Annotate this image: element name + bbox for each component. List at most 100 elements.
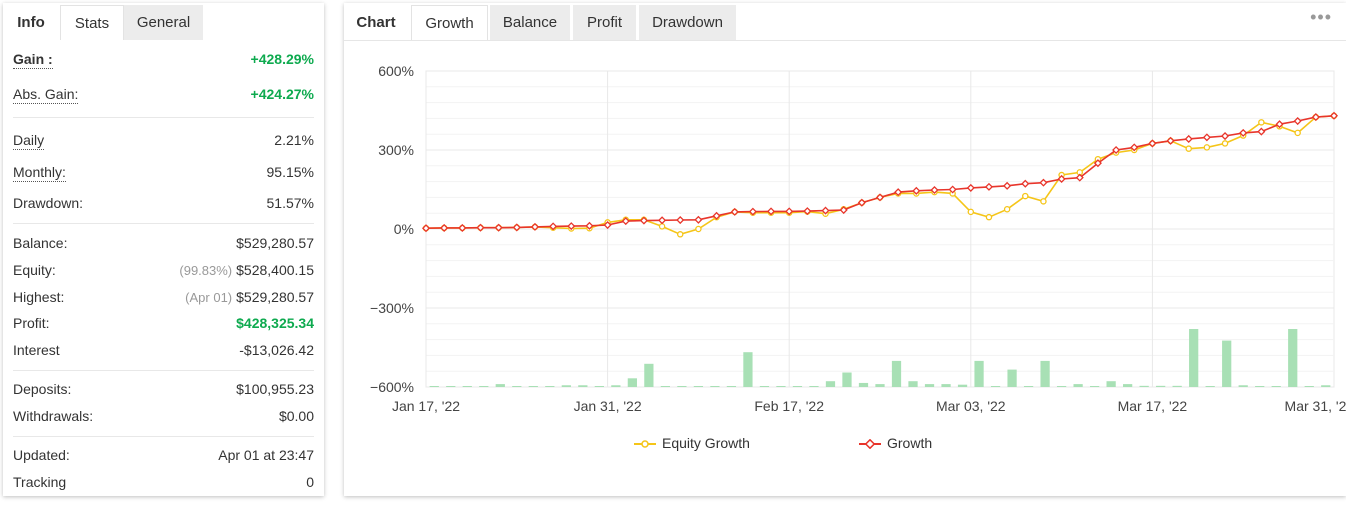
y-tick-label: −600% (370, 379, 414, 395)
daily-gain-bar (446, 386, 456, 387)
daily-gain-bar (693, 386, 704, 387)
daily-gain-bar (726, 386, 737, 387)
deposits-row: Deposits: $100,955.23 (13, 377, 314, 401)
legend-equity-label: Equity Growth (662, 435, 750, 451)
legend-equity-growth[interactable]: Equity Growth (634, 435, 750, 451)
growth-point (730, 207, 739, 216)
growth-point (857, 198, 866, 207)
growth-point (1003, 181, 1012, 190)
daily-gain-bar (611, 385, 621, 387)
daily-gain-bar (1040, 360, 1050, 387)
tab-balance[interactable]: Balance (490, 5, 570, 40)
tab-stats[interactable]: Stats (60, 5, 124, 40)
equity-row: Equity: (99.83%) $528,400.15 (13, 258, 314, 282)
daily-gain-bar (809, 386, 819, 387)
daily-gain-bar (776, 386, 786, 387)
withdrawals-label: Withdrawals: (13, 408, 94, 424)
daily-gain-bar (792, 386, 803, 387)
daily-gain-bar (858, 382, 869, 387)
daily-gain-bar (479, 386, 489, 387)
monthly-row: Monthly: 95.15% (13, 160, 314, 184)
growth-point (821, 206, 830, 215)
daily-gain-bar (677, 386, 687, 387)
equity-growth-point (658, 223, 666, 230)
growth-point (803, 207, 812, 216)
daily-gain-bar (1222, 340, 1232, 387)
abs-gain-value: +424.27% (250, 86, 314, 102)
gain-row: Gain : +428.29% (13, 47, 314, 71)
daily-gain-bar (1073, 384, 1083, 387)
equity-growth-point (967, 208, 975, 216)
daily-gain-bar (908, 381, 918, 387)
daily-gain-bar (545, 386, 555, 387)
growth-point (1021, 179, 1030, 188)
equity-growth-point (1294, 129, 1301, 137)
growth-point (1112, 145, 1121, 155)
daily-gain-bar (1007, 369, 1017, 387)
growth-point (948, 185, 957, 194)
growth-point (603, 221, 612, 230)
profit-row: Profit: $428,325.34 (13, 311, 314, 335)
profit-label: Profit: (13, 315, 50, 331)
gain-label[interactable]: Gain : (13, 51, 53, 69)
withdrawals-row: Withdrawals: $0.00 (13, 404, 314, 428)
daily-gain-bar (1123, 384, 1133, 387)
updated-row: Updated: Apr 01 at 23:47 (13, 443, 314, 467)
divider (13, 370, 314, 371)
tracking-value: 0 (306, 474, 314, 490)
daily-gain-bar (495, 384, 505, 387)
daily-gain-bar (1271, 386, 1281, 387)
x-tick-label: Jan 31, '22 (574, 398, 642, 414)
highest-label: Highest: (13, 289, 65, 305)
equity-label: Equity: (13, 262, 56, 278)
growth-line (425, 115, 1335, 229)
growth-point (458, 223, 467, 232)
balance-value: $529,280.57 (236, 235, 314, 251)
growth-point (1275, 120, 1284, 129)
tab-drawdown[interactable]: Drawdown (639, 5, 736, 40)
highest-value: $529,280.57 (236, 289, 314, 305)
growth-point (1221, 132, 1230, 141)
y-tick-label: −300% (370, 300, 414, 316)
daily-gain-bar (974, 360, 984, 387)
highest-value-wrap: (Apr 01) $529,280.57 (185, 289, 314, 305)
monthly-value: 95.15% (266, 164, 314, 180)
monthly-label[interactable]: Monthly: (13, 164, 66, 182)
growth-point (912, 186, 921, 195)
equity-percent: (99.83%) (179, 263, 233, 278)
daily-gain-bar (1089, 386, 1100, 387)
profit-value: $428,325.34 (236, 315, 314, 331)
daily-gain-bar (660, 386, 671, 387)
tab-general[interactable]: General (124, 5, 203, 40)
daily-gain-bar (924, 384, 935, 387)
growth-point (494, 223, 503, 232)
daily-gain-bar (891, 360, 902, 387)
abs-gain-row: Abs. Gain: +424.27% (13, 82, 314, 106)
growth-point (1202, 133, 1211, 142)
equity-growth-point (1185, 145, 1192, 152)
daily-gain-bar (512, 386, 522, 387)
legend-growth[interactable]: Growth (859, 435, 932, 451)
equity-growth-point (695, 225, 702, 233)
growth-point (1148, 139, 1157, 148)
daily-gain-bar (990, 386, 1001, 387)
growth-point (639, 216, 648, 225)
equity-growth-point (676, 231, 684, 238)
daily-gain-bar (1106, 381, 1116, 387)
stats-tabbar: Info Stats General (3, 3, 324, 40)
abs-gain-label[interactable]: Abs. Gain: (13, 86, 79, 104)
chart-tabbar: Chart Growth Balance Profit Drawdown ••• (344, 3, 1346, 41)
tab-info[interactable]: Info (17, 14, 45, 31)
daily-gain-bar (1238, 385, 1248, 387)
more-dots-icon[interactable]: ••• (1310, 7, 1332, 27)
x-tick-label: Mar 03, '22 (936, 398, 1006, 414)
equity-growth-point (1258, 119, 1265, 126)
daily-label[interactable]: Daily (13, 132, 45, 150)
daily-gain-bar (644, 363, 654, 387)
y-tick-label: 600% (378, 63, 414, 79)
daily-gain-bar (710, 386, 720, 387)
balance-row: Balance: $529,280.57 (13, 231, 314, 255)
growth-point (512, 223, 521, 232)
tab-growth[interactable]: Growth (411, 5, 488, 40)
tab-profit[interactable]: Profit (573, 5, 636, 40)
